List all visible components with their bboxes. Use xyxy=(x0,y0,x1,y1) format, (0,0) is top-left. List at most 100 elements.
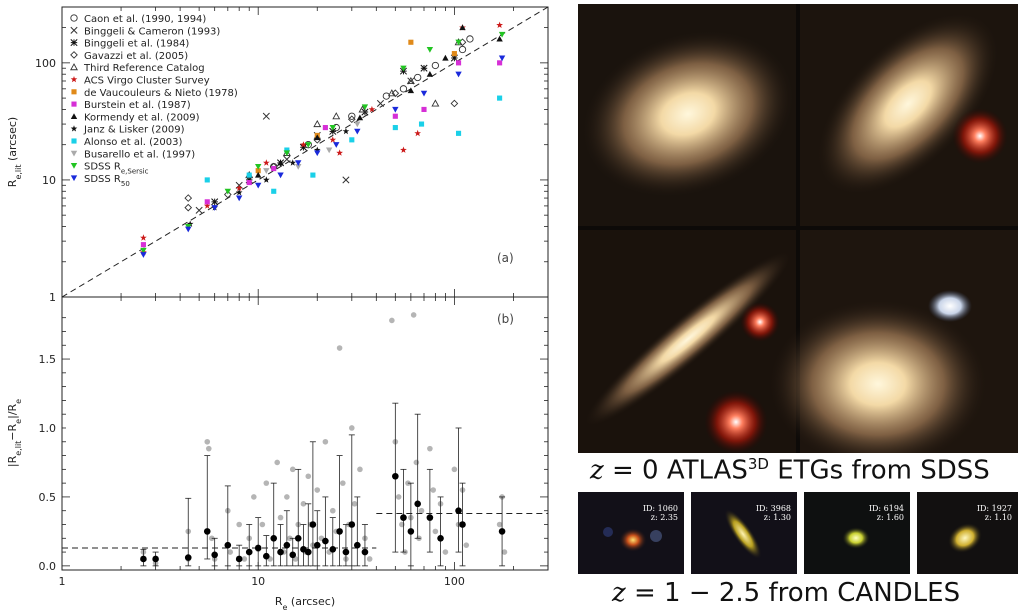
panel-b-individual-point xyxy=(227,549,234,555)
galaxy-edge-on xyxy=(583,250,793,428)
panel-a-point-series-12 xyxy=(254,164,262,170)
panel-b-mean-point xyxy=(336,528,343,535)
panel-a-point-series-5 xyxy=(400,146,407,153)
panel-b-mean-point xyxy=(459,521,466,528)
panel-a-point-series-7 xyxy=(246,179,252,186)
panel-b-mean-point xyxy=(184,554,192,561)
panel-a-point-series-0 xyxy=(466,35,474,43)
panel-b-individual-point xyxy=(329,507,336,514)
panel-b-individual-point xyxy=(305,473,312,480)
legend-label-7: Burstein et al. (1987) xyxy=(84,100,191,111)
panel-a-point-series-13 xyxy=(235,195,243,202)
panel-a-point-series-1 xyxy=(283,155,291,163)
panel-b-individual-point xyxy=(430,487,437,493)
legend-marker-0 xyxy=(70,14,78,22)
panel-a-point-series-10 xyxy=(455,130,462,136)
panel-b-mean-point xyxy=(342,548,350,556)
panel-b-individual-point xyxy=(205,445,212,452)
panel-a-point-series-2 xyxy=(211,198,219,206)
panel-a-point-series-8 xyxy=(442,54,449,61)
panel-b-individual-point xyxy=(389,317,395,324)
panel-a-point-series-9 xyxy=(313,146,321,153)
panel-b-individual-point xyxy=(289,466,296,473)
candles-thumb-4: ID: 1927 z: 1.10 xyxy=(917,492,1018,574)
candles-thumb-2: ID: 3968 z: 1.30 xyxy=(691,492,797,574)
panel-a-point-series-5 xyxy=(140,234,147,241)
panel-a-point-series-1 xyxy=(262,112,270,120)
candles-id-1: ID: 1060 xyxy=(642,504,678,513)
panel-b-mean-point xyxy=(348,521,356,528)
panel-a-point-series-10 xyxy=(284,147,290,153)
panel-a-point-series-13 xyxy=(185,226,192,233)
legend-label-11: Busarello et al. (1997) xyxy=(84,149,195,160)
panel-b-ytick-label: 1.5 xyxy=(39,353,57,366)
panel-a-point-series-7 xyxy=(322,125,328,131)
panel-b-individual-point xyxy=(501,549,508,555)
panel-a-point-series-2 xyxy=(450,54,458,62)
legend-marker-13 xyxy=(70,175,78,182)
panel-a-point-series-8 xyxy=(459,24,466,31)
legend-marker-11 xyxy=(70,150,78,157)
panel-a-ytick-label: 1 xyxy=(49,291,56,304)
panel-a-point-series-13 xyxy=(277,172,284,179)
panel-a-point-series-0 xyxy=(348,112,356,120)
panel-a-point-series-4 xyxy=(431,99,440,107)
panel-a-label: (a) xyxy=(497,251,514,265)
panel-b-individual-point xyxy=(427,445,433,452)
legend-label-1: Binggeli & Cameron (1993) xyxy=(84,26,220,37)
legend-label-2: Binggeli et al. (1984) xyxy=(84,39,189,50)
panel-a-point-series-13 xyxy=(354,128,361,135)
panel-a-point-series-4 xyxy=(387,89,396,97)
panel-a-point-series-2 xyxy=(420,64,428,72)
x-tick-label: 100 xyxy=(444,575,465,588)
panel-b-mean-point xyxy=(277,548,284,556)
candles-caption: z = 1 − 2.5 from CANDLES xyxy=(612,578,961,608)
panel-b-mean-point xyxy=(414,500,421,508)
panel-a-point-series-5 xyxy=(329,136,337,143)
panel-b-mean-point xyxy=(263,552,270,560)
red-star-2 xyxy=(740,302,780,342)
panel-b-mean-point xyxy=(300,546,307,553)
legend-marker-8 xyxy=(70,113,78,119)
panel-a-ytick-label: 100 xyxy=(35,57,56,70)
legend-label-3: Gavazzi et al. (2005) xyxy=(84,51,188,62)
panel-a-point-series-5 xyxy=(300,141,307,148)
panel-a-point-series-11 xyxy=(295,164,302,170)
panel-b-individual-point xyxy=(263,480,270,486)
red-star-3 xyxy=(704,390,768,453)
panel-a-point-series-5 xyxy=(203,202,211,209)
panel-b-mean-point xyxy=(283,541,291,549)
panel-a-point-series-7 xyxy=(271,166,277,172)
panel-a-point-series-7 xyxy=(204,199,210,205)
panel-a-point-series-4 xyxy=(406,76,415,85)
panel-b-mean-point xyxy=(313,541,321,549)
panel-a-point-series-2 xyxy=(245,176,253,184)
panel-a-point-series-7 xyxy=(455,60,462,66)
panel-b-mean-point xyxy=(361,548,369,556)
panel-b-individual-point xyxy=(496,521,503,528)
panel-a-point-series-9 xyxy=(186,220,194,227)
panel-b-individual-point xyxy=(236,521,242,528)
panel-a-point-series-8 xyxy=(356,114,364,121)
panel-b-individual-point xyxy=(300,501,307,507)
panel-b-individual-point xyxy=(366,556,373,562)
panel-a-point-series-5 xyxy=(263,159,270,166)
galaxy-elliptical-2 xyxy=(816,12,1000,196)
figure-plots: 1 10 100 1 10 100 0.0 0.5 1.0 1.5 Re (arcsec) Re,li… xyxy=(6,6,549,612)
panel-a-point-series-13 xyxy=(333,142,340,148)
panel-a-point-series-9 xyxy=(289,159,297,166)
panel-b-individual-point xyxy=(322,438,329,445)
legend-marker-5 xyxy=(70,76,78,83)
panel-b-individual-point xyxy=(395,494,402,500)
panel-a-point-series-3 xyxy=(184,203,193,212)
panel-a-point-series-7 xyxy=(140,242,146,248)
legend-label-0: Caon et al. (1990, 1994) xyxy=(84,14,206,25)
panel-a-point-series-7 xyxy=(392,113,398,119)
panel-b-label: (b) xyxy=(497,312,514,326)
candles-id-4: ID: 1927 xyxy=(976,504,1012,513)
panel-b-mean-point xyxy=(270,534,278,542)
panel-a-ytick-label: 10 xyxy=(42,174,56,187)
legend-label-9: Janz & Lisker (2009) xyxy=(83,125,185,136)
panel-a-point-series-13 xyxy=(140,252,147,258)
panel-a-point-series-10 xyxy=(271,188,277,194)
